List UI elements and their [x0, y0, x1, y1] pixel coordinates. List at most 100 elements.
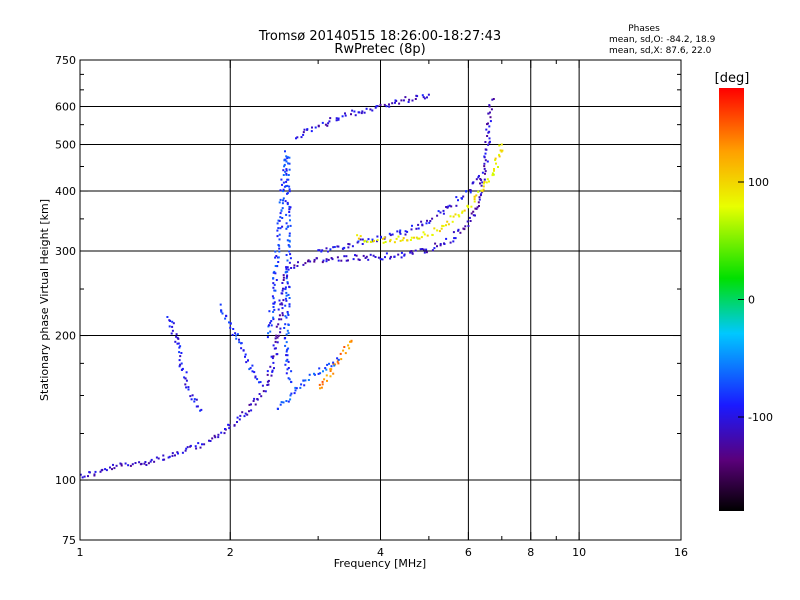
data-point: [284, 288, 287, 291]
x-tick-label: 1: [77, 546, 84, 559]
data-point: [439, 244, 442, 247]
data-point: [447, 205, 450, 208]
data-point: [304, 379, 307, 382]
data-point: [279, 189, 282, 192]
data-point: [282, 401, 285, 404]
data-point: [407, 101, 410, 103]
data-point: [272, 297, 275, 300]
data-point: [422, 96, 425, 99]
data-point: [246, 413, 249, 416]
data-point: [228, 424, 231, 427]
data-point: [282, 190, 285, 193]
colorbar-label: [deg]: [715, 71, 750, 86]
data-point: [480, 179, 483, 182]
data-point: [441, 224, 444, 227]
data-point: [487, 131, 490, 134]
data-point: [277, 219, 280, 222]
data-point: [279, 327, 282, 330]
data-point: [286, 178, 289, 181]
data-point: [249, 367, 252, 370]
data-point: [286, 275, 288, 278]
data-point: [288, 208, 291, 211]
data-point: [325, 258, 328, 261]
data-point: [427, 93, 430, 96]
data-point: [327, 122, 330, 125]
data-point: [317, 249, 320, 252]
data-point: [147, 462, 150, 465]
data-point: [307, 260, 309, 263]
data-point: [425, 248, 428, 251]
data-point: [238, 338, 240, 341]
data-point: [337, 358, 340, 361]
data-point: [281, 314, 284, 317]
data-point: [276, 353, 279, 356]
data-point: [267, 379, 270, 382]
data-point: [359, 238, 362, 241]
data-point: [280, 178, 283, 181]
data-point: [293, 266, 296, 269]
data-point: [224, 317, 227, 320]
data-point: [423, 97, 426, 100]
data-point: [279, 303, 282, 306]
data-point: [347, 259, 349, 262]
data-point: [285, 333, 288, 336]
data-point: [362, 254, 365, 257]
data-point: [220, 309, 223, 312]
data-point: [248, 410, 250, 413]
data-point: [434, 242, 437, 245]
data-point: [315, 257, 318, 260]
data-point: [285, 299, 288, 302]
data-point: [286, 192, 288, 195]
data-point: [149, 460, 152, 463]
data-point: [404, 233, 407, 236]
data-point: [408, 98, 411, 101]
data-point: [284, 315, 287, 318]
data-point: [277, 323, 280, 326]
data-point: [274, 347, 277, 350]
data-point: [282, 276, 285, 279]
data-point: [276, 341, 279, 344]
data-point: [422, 231, 425, 234]
data-point: [286, 281, 289, 284]
data-point: [290, 267, 293, 269]
data-point: [379, 258, 382, 261]
data-point: [281, 183, 283, 186]
data-point: [281, 307, 284, 310]
data-point: [144, 461, 147, 463]
data-point: [287, 367, 290, 369]
data-point: [267, 332, 270, 335]
data-point: [145, 464, 148, 466]
data-point: [394, 101, 396, 104]
x-tick-label: 8: [527, 546, 534, 559]
data-point: [311, 126, 313, 129]
data-point: [340, 259, 343, 262]
data-point: [287, 178, 290, 181]
data-point: [281, 289, 284, 292]
data-point: [296, 136, 299, 139]
data-point: [489, 111, 491, 114]
data-point: [279, 331, 282, 334]
data-point: [288, 297, 291, 299]
data-point: [166, 316, 169, 318]
data-point: [109, 466, 111, 469]
data-point: [277, 308, 280, 311]
data-point: [498, 144, 501, 147]
data-point: [220, 310, 223, 313]
data-point: [277, 256, 280, 259]
data-point: [272, 361, 275, 364]
data-point: [272, 277, 275, 280]
data-point: [358, 111, 361, 114]
data-point: [287, 174, 290, 176]
data-point: [288, 168, 291, 171]
data-point: [264, 390, 267, 393]
data-point: [236, 416, 239, 419]
data-point: [289, 224, 292, 227]
data-point: [416, 237, 419, 240]
data-point: [328, 120, 331, 123]
data-point: [371, 109, 374, 112]
data-point: [477, 190, 480, 193]
data-point: [321, 383, 324, 386]
data-point: [288, 245, 291, 248]
data-point: [481, 181, 484, 184]
data-point: [285, 172, 288, 175]
